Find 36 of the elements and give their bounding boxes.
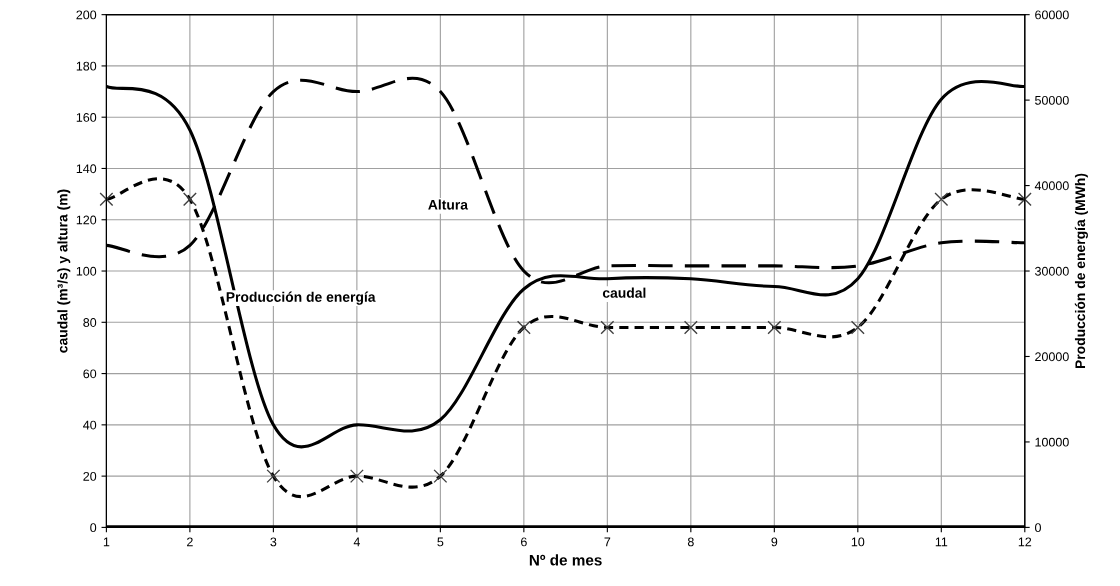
x-tick-label: 10 [851, 537, 865, 547]
x-tick-label: 2 [187, 537, 193, 547]
y-tick-label: 160 [76, 113, 97, 122]
y-tick-label: 80 [83, 318, 97, 327]
y2-axis-title: Producción de energía (MWh) [1074, 173, 1088, 369]
series-label: caudal [602, 287, 646, 298]
x-tick-label: 5 [437, 537, 444, 547]
series-label: Altura [428, 199, 469, 210]
y-tick-label: 200 [76, 10, 97, 20]
y-tick-label: 20 [83, 471, 97, 481]
x-tick-label: 11 [935, 537, 948, 547]
x-tick-label: 3 [270, 537, 277, 547]
y2-tick-label: 20000 [1035, 352, 1069, 362]
y-axis-title: caudal (m³/s) y altura (m) [57, 189, 71, 353]
x-tick-label: 12 [1018, 537, 1032, 547]
y2-tick-label: 60000 [1035, 10, 1069, 20]
y2-tick-label: 40000 [1034, 181, 1069, 191]
y2-tick-label: 50000 [1035, 95, 1069, 105]
x-axis-title: Nº de mes [529, 554, 602, 566]
x-tick-label: 8 [687, 537, 694, 547]
y-tick-label: 60 [83, 369, 97, 379]
y-tick-label: 0 [90, 523, 97, 533]
y-tick-label: 180 [76, 61, 97, 71]
y-tick-label: 120 [76, 215, 97, 225]
y-tick-label: 40 [83, 420, 97, 430]
x-tick-label: 9 [771, 537, 778, 547]
x-tick-label: 4 [353, 537, 360, 547]
y2-tick-label: 30000 [1035, 266, 1069, 276]
y2-tick-label: 0 [1035, 523, 1041, 533]
x-tick-label: 6 [521, 537, 527, 547]
y-tick-label: 100 [76, 266, 97, 276]
x-tick-label: 7 [604, 537, 611, 547]
y2-tick-label: 10000 [1035, 437, 1069, 447]
series-label: Producción de energía [226, 291, 376, 305]
y-tick-label: 140 [76, 164, 97, 174]
x-tick-label: 1 [103, 537, 110, 547]
